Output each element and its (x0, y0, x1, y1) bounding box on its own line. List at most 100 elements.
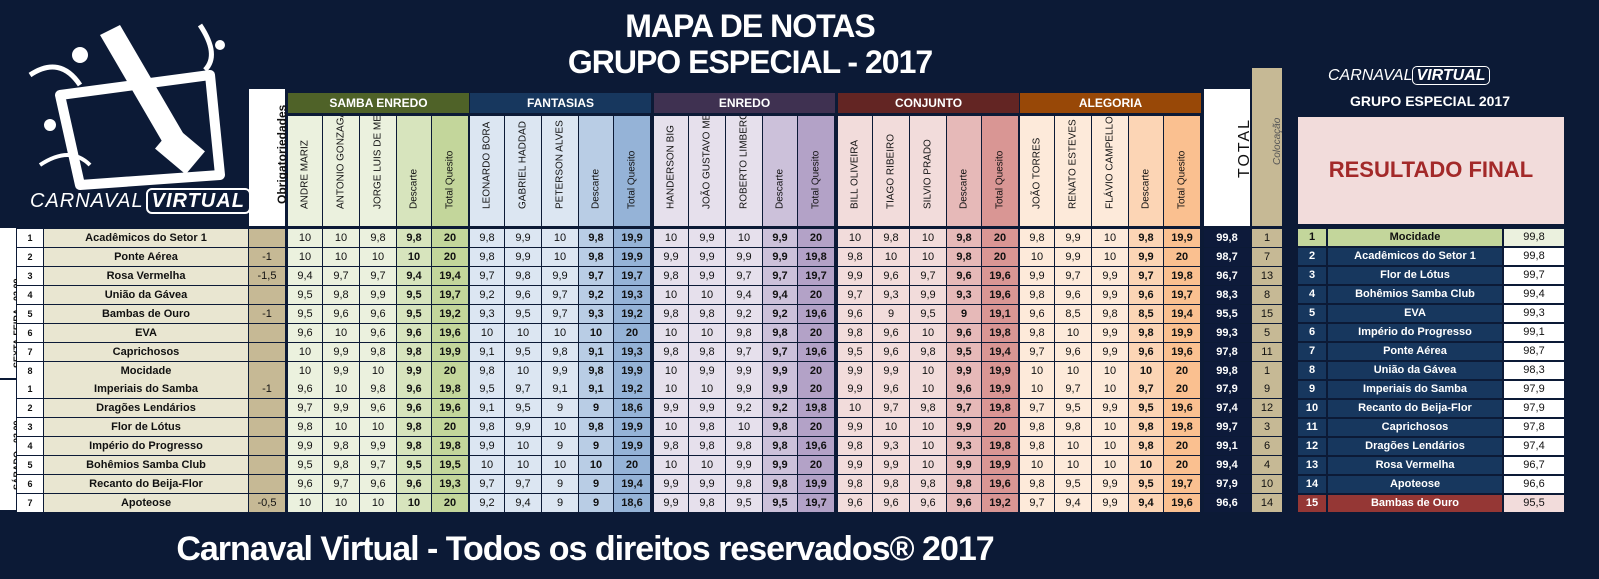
total-quesito-cell: 19,8 (982, 437, 1018, 455)
score-cell: 9,6 (1020, 305, 1054, 323)
score-cell: 9,7 (505, 475, 541, 493)
score-cell: 10 (910, 248, 946, 266)
score-cell: 10 (838, 399, 872, 417)
score-cell: 10 (323, 494, 359, 512)
score-cell: 9,7 (726, 343, 762, 361)
score-cell: 10 (323, 418, 359, 436)
colocacao-cell: 15 (1252, 305, 1282, 323)
ranking-position: 5 (1298, 305, 1326, 322)
row-position: 5 (17, 305, 43, 323)
table-row: 7 Apoteose -0,5 10 10 10 10 20 9,2 9,4 9 9 18,6 9,9 9,… (17, 494, 1287, 512)
descarte-cell: 9,8 (947, 475, 981, 493)
score-cell: 9,8 (726, 475, 762, 493)
table-row: 8 Mocidade 10 9,9 10 9,9 20 9,8 10 9,9 9,8 19,9 10 9,… (17, 362, 1287, 380)
score-cell: 9,8 (1020, 324, 1054, 342)
total-quesito-cell: 20 (982, 248, 1018, 266)
descarte-cell: 9,7 (947, 399, 981, 417)
total-quesito-cell: 19,6 (1164, 343, 1200, 361)
judge-header: LEONARDO BORA (470, 116, 504, 226)
obrigatoriedade-penalty (249, 399, 285, 417)
colocacao-cell: 13 (1252, 267, 1282, 285)
score-cell: 10 (726, 418, 762, 436)
score-cell: 10 (542, 248, 578, 266)
descarte-cell: 9,9 (763, 362, 797, 380)
score-cell: 10 (542, 418, 578, 436)
descarte-cell: 9,6 (947, 380, 981, 398)
score-cell: 9,9 (1092, 475, 1128, 493)
descarte-cell: 9,5 (397, 286, 431, 304)
total-quesito-cell: 19,9 (798, 475, 834, 493)
score-cell: 9,6 (873, 494, 909, 512)
score-cell: 9,9 (910, 286, 946, 304)
total-quesito-cell: 19,8 (798, 248, 834, 266)
score-cell: 9,9 (1020, 267, 1054, 285)
colocacao-cell: 9 (1252, 380, 1282, 398)
score-cell: 9 (542, 494, 578, 512)
descarte-cell: 9 (579, 437, 613, 455)
score-cell: 9,9 (838, 418, 872, 436)
score-cell: 9,8 (470, 248, 504, 266)
total-quesito-cell: 20 (798, 286, 834, 304)
score-cell: 10 (360, 362, 396, 380)
ranking-row: 10 Recanto do Beija-Flor 97,9 (1298, 400, 1564, 417)
score-cell: 9,8 (323, 456, 359, 474)
descarte-cell: 9,8 (763, 437, 797, 455)
score-cell: 9,6 (288, 324, 322, 342)
score-cell: 10 (910, 418, 946, 436)
descarte-cell: 9,5 (763, 494, 797, 512)
row-position: 1 (17, 229, 43, 247)
total-quesito-cell: 19,9 (982, 380, 1018, 398)
school-name: Flor de Lótus (44, 418, 248, 436)
score-cell: 9,8 (323, 437, 359, 455)
row-position: 3 (17, 418, 43, 436)
descarte-cell: 9 (579, 475, 613, 493)
total-quesito-cell: 19,9 (614, 437, 650, 455)
total-quesito-cell: 19,7 (614, 267, 650, 285)
score-cell: 9,9 (654, 475, 688, 493)
colocacao-cell: 10 (1252, 475, 1282, 493)
score-cell: 10 (470, 456, 504, 474)
score-cell: 10 (360, 418, 396, 436)
ranking-school: Bohêmios Samba Club (1328, 286, 1502, 303)
row-position: 2 (17, 399, 43, 417)
score-cell: 9,8 (689, 418, 725, 436)
score-cell: 9,8 (470, 418, 504, 436)
descarte-cell: 9,9 (947, 418, 981, 436)
descarte-cell: 9,7 (1129, 380, 1163, 398)
score-cell: 9,9 (689, 399, 725, 417)
score-cell: 9,8 (1020, 418, 1054, 436)
total-quesito-cell: 19,6 (1164, 399, 1200, 417)
score-cell: 9,5 (288, 456, 322, 474)
ranking-row: 3 Flor de Lótus 99,7 (1298, 267, 1564, 284)
score-cell: 9,6 (360, 399, 396, 417)
ranking-position: 13 (1298, 457, 1326, 474)
descarte-cell: 9,9 (763, 248, 797, 266)
score-cell: 9,3 (470, 305, 504, 323)
colocacao-cell: 6 (1252, 437, 1282, 455)
ranking-row: 5 EVA 99,3 (1298, 305, 1564, 322)
descarte-cell: 9,6 (947, 494, 981, 512)
total-quesito-cell: 20 (432, 248, 468, 266)
descarte-cell: 10 (397, 248, 431, 266)
score-cell: 10 (910, 324, 946, 342)
total-quesito-cell: 20 (1164, 437, 1200, 455)
right-panel-subtitle: GRUPO ESPECIAL 2017 (1349, 93, 1511, 109)
school-name: Caprichosos (44, 343, 248, 361)
obrigatoriedade-penalty: -1 (249, 248, 285, 266)
descarte-cell: 9 (579, 494, 613, 512)
ranking-row: 12 Dragões Lendários 97,4 (1298, 438, 1564, 455)
score-cell: 9,6 (873, 267, 909, 285)
ranking-row: 4 Bohêmios Samba Club 99,4 (1298, 286, 1564, 303)
ranking-school: Caprichosos (1328, 419, 1502, 436)
score-cell: 9,8 (726, 437, 762, 455)
descarte-cell: 9,8 (579, 362, 613, 380)
total-quesito-cell: 20 (432, 494, 468, 512)
day-label-friday: SEXTA-FEIRA - 02.09 (0, 228, 22, 378)
score-cell: 9,9 (654, 399, 688, 417)
score-cell: 10 (360, 248, 396, 266)
total-quesito-cell: 20 (614, 456, 650, 474)
row-position: 6 (17, 324, 43, 342)
row-position: 3 (17, 267, 43, 285)
score-cell: 10 (505, 437, 541, 455)
descarte-cell: 9,3 (947, 437, 981, 455)
